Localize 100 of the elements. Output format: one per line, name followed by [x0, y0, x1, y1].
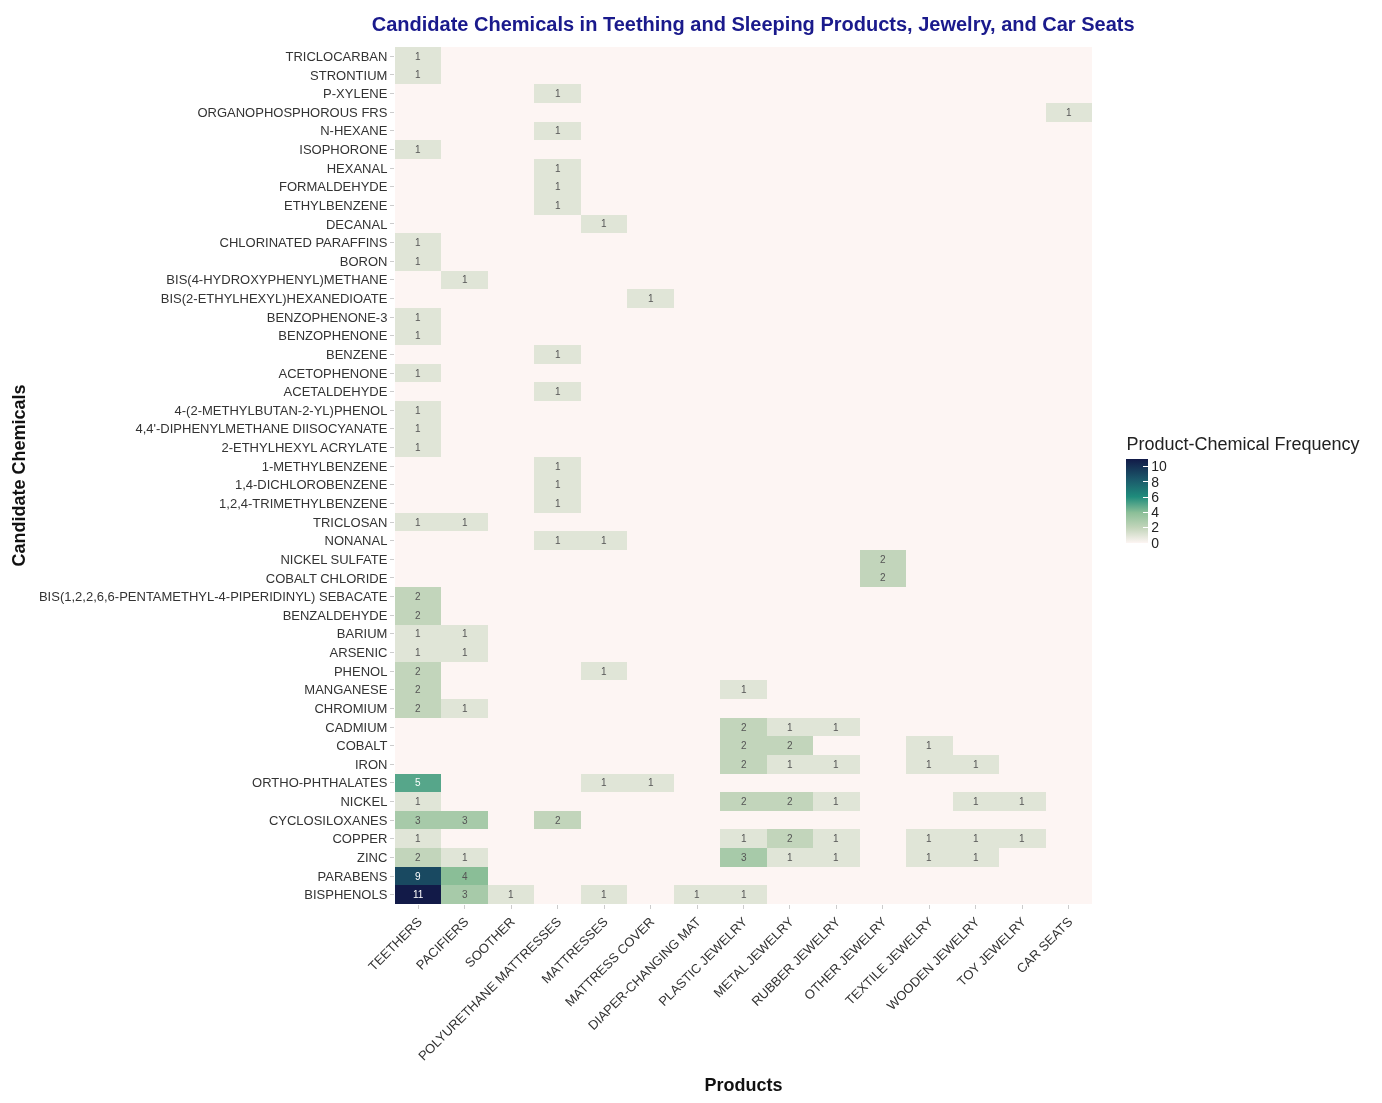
data-label: 4: [462, 871, 468, 882]
data-label: 1: [555, 386, 561, 397]
y-tick-label: ORTHO-PHTHALATES: [252, 775, 388, 791]
data-label: 2: [787, 796, 793, 807]
color-bar-label: 0: [1151, 534, 1160, 551]
y-tick-label: BIS(4-HYDROXYPHENYL)METHANE: [166, 272, 388, 288]
data-label: 2: [880, 554, 886, 565]
data-label: 1: [462, 852, 468, 863]
data-label: 2: [741, 740, 747, 751]
data-label: 1: [555, 535, 561, 546]
data-label: 1: [1019, 833, 1025, 844]
data-label: 1: [462, 703, 468, 714]
data-label: 2: [415, 591, 421, 602]
y-tick-label: ORGANOPHOSPHOROUS FRS: [197, 104, 388, 120]
y-axis-title: Candidate Chemicals: [9, 384, 30, 567]
data-label: 1: [415, 330, 421, 341]
y-tick-label: FORMALDEHYDE: [279, 179, 388, 195]
data-label: 1: [555, 200, 561, 211]
data-label: 9: [415, 871, 421, 882]
data-label: 5: [415, 777, 421, 788]
data-label: 1: [415, 647, 421, 658]
data-label: 1: [601, 889, 607, 900]
data-label: 2: [415, 666, 421, 677]
data-label: 1: [833, 722, 839, 733]
data-label: 2: [787, 833, 793, 844]
data-label: 1: [415, 833, 421, 844]
data-label: 1: [555, 479, 561, 490]
y-tick-label: TRICLOCARBAN: [285, 48, 388, 64]
data-label: 2: [741, 722, 747, 733]
y-tick-label: MANGANESE: [304, 682, 388, 698]
data-label: 3: [741, 852, 747, 863]
data-label: 1: [462, 628, 468, 639]
data-label: 1: [415, 423, 421, 434]
data-label: 1: [973, 796, 979, 807]
y-tick-label: BENZOPHENONE-3: [266, 309, 388, 325]
data-label: 1: [601, 777, 607, 788]
y-tick-label: BIS(1,2,2,6,6-PENTAMETHYL-4-PIPERIDINYL) SEBACATE: [38, 589, 388, 605]
data-label: 1: [601, 535, 607, 546]
data-label: 1: [462, 274, 468, 285]
data-label: 1: [787, 852, 793, 863]
data-label: 1: [1066, 107, 1072, 118]
y-tick-label: CYCLOSILOXANES: [268, 812, 388, 828]
data-label: 1: [555, 163, 561, 174]
color-bar-label: 6: [1151, 488, 1160, 505]
y-tick-label: BISPHENOLS: [304, 887, 388, 903]
x-axis-title: Products: [704, 1074, 783, 1095]
y-tick-label: COBALT CHLORIDE: [265, 570, 388, 586]
y-tick-label: 1,4-DICHLOROBENZENE: [234, 477, 388, 493]
y-tick-label: CADMIUM: [325, 719, 388, 735]
data-label: 2: [555, 815, 561, 826]
data-label: 1: [741, 833, 747, 844]
data-label: 1: [415, 51, 421, 62]
data-label: 1: [415, 405, 421, 416]
y-tick-label: BARIUM: [336, 626, 388, 642]
data-label: 2: [415, 610, 421, 621]
data-label: 1: [973, 833, 979, 844]
data-label: 11: [413, 889, 424, 900]
data-label: 3: [462, 815, 468, 826]
y-tick-label: COBALT: [336, 738, 388, 754]
data-label: 1: [926, 759, 932, 770]
data-label: 1: [415, 256, 421, 267]
y-tick-label: HEXANAL: [326, 160, 388, 176]
data-label: 1: [415, 368, 421, 379]
y-tick-label: IRON: [354, 756, 388, 772]
data-label: 2: [741, 796, 747, 807]
y-tick-label: ACETALDEHYDE: [283, 384, 388, 400]
data-label: 1: [741, 889, 747, 900]
color-bar-label: 4: [1151, 504, 1160, 521]
data-label: 1: [415, 628, 421, 639]
data-label: 1: [415, 237, 421, 248]
data-label: 1: [415, 517, 421, 528]
y-tick-label: ARSENIC: [329, 645, 388, 661]
data-label: 1: [555, 498, 561, 509]
y-tick-label: NICKEL SULFATE: [280, 551, 388, 567]
y-tick-label: 4,4'-DIPHENYLMETHANE DIISOCYANATE: [135, 421, 388, 437]
y-tick-label: BENZENE: [325, 346, 388, 362]
data-label: 1: [787, 722, 793, 733]
data-label: 1: [741, 684, 747, 695]
data-label: 1: [415, 796, 421, 807]
y-tick-label: 1,2,4-TRIMETHYLBENZENE: [219, 496, 388, 511]
data-label: 2: [415, 852, 421, 863]
data-label: 1: [415, 442, 421, 453]
y-tick-label: DECANAL: [325, 216, 388, 232]
data-label: 1: [555, 181, 561, 192]
y-tick-label: BIS(2-ETHYLHEXYL)HEXANEDIOATE: [160, 291, 388, 307]
data-label: 1: [555, 349, 561, 360]
data-label: 1: [415, 69, 421, 80]
color-bar-label: 8: [1151, 473, 1160, 490]
data-label: 1: [462, 647, 468, 658]
y-tick-label: N-HEXANE: [320, 123, 388, 139]
y-tick-label: 1-METHYLBENZENE: [261, 458, 388, 474]
data-label: 3: [462, 889, 468, 900]
data-label: 3: [415, 815, 421, 826]
y-tick-label: PHENOL: [333, 663, 388, 679]
data-label: 1: [973, 852, 979, 863]
y-tick-label: ACETOPHENONE: [278, 365, 388, 381]
y-tick-label: COPPER: [332, 831, 388, 847]
data-label: 2: [415, 703, 421, 714]
data-label: 1: [1019, 796, 1025, 807]
y-tick-label: P-XYLENE: [323, 86, 388, 102]
